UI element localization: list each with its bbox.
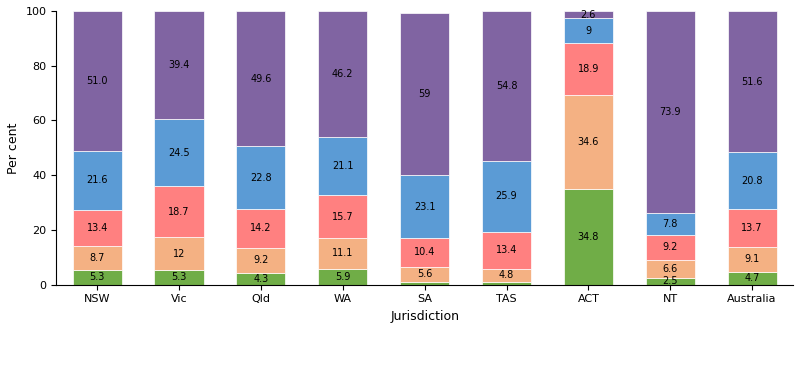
Text: 18.9: 18.9 (578, 64, 599, 74)
Bar (73, 270, 122, 285)
Text: 4.3: 4.3 (254, 274, 269, 284)
X-axis label: Jurisdiction: Jurisdiction (390, 310, 459, 323)
Text: 22.8: 22.8 (250, 173, 272, 182)
Text: 9.1: 9.1 (745, 254, 760, 264)
Text: 7.8: 7.8 (662, 219, 678, 229)
Bar (482, 11, 531, 161)
Text: 5.6: 5.6 (417, 269, 432, 279)
Bar (646, 235, 695, 260)
Bar (73, 150, 122, 210)
Bar (564, 189, 613, 285)
Bar (73, 246, 122, 270)
Bar (236, 273, 286, 285)
Text: 5.3: 5.3 (171, 272, 186, 283)
Text: 51.6: 51.6 (742, 77, 763, 87)
Bar (646, 11, 695, 213)
Text: 54.8: 54.8 (496, 81, 518, 91)
Text: 5.3: 5.3 (90, 272, 105, 283)
Bar (482, 232, 531, 269)
Text: 4.7: 4.7 (745, 273, 760, 283)
Bar (646, 278, 695, 285)
Bar (318, 238, 367, 269)
Text: 10.4: 10.4 (414, 247, 435, 257)
Text: 24.5: 24.5 (168, 147, 190, 158)
Text: 13.4: 13.4 (86, 223, 108, 233)
Bar (727, 272, 777, 285)
Bar (646, 260, 695, 278)
Text: 9.2: 9.2 (662, 242, 678, 252)
Text: 12: 12 (173, 249, 186, 259)
Bar (318, 11, 367, 137)
Bar (482, 161, 531, 232)
Text: 39.4: 39.4 (168, 60, 190, 70)
Bar (564, 11, 613, 18)
Text: 46.2: 46.2 (332, 69, 354, 79)
Text: 73.9: 73.9 (659, 107, 681, 117)
Bar (564, 95, 613, 189)
Bar (154, 270, 203, 285)
Bar (73, 11, 122, 150)
Text: 9: 9 (586, 26, 591, 36)
Bar (727, 153, 777, 210)
Bar (154, 186, 203, 237)
Text: 34.8: 34.8 (578, 232, 599, 242)
Bar (154, 119, 203, 186)
Text: 8.7: 8.7 (90, 253, 105, 263)
Bar (400, 266, 449, 282)
Text: 11.1: 11.1 (332, 248, 354, 258)
Text: 51.0: 51.0 (86, 76, 108, 86)
Text: 5.9: 5.9 (335, 272, 350, 282)
Bar (73, 210, 122, 246)
Text: 13.7: 13.7 (742, 223, 763, 233)
Bar (154, 11, 203, 119)
Text: 2.5: 2.5 (662, 276, 678, 286)
Bar (564, 18, 613, 43)
Text: 2.6: 2.6 (581, 10, 596, 20)
Text: 23.1: 23.1 (414, 201, 435, 212)
Bar (236, 248, 286, 273)
Bar (727, 247, 777, 272)
Text: 9.2: 9.2 (254, 255, 269, 265)
Bar (318, 269, 367, 285)
Bar (400, 14, 449, 175)
Text: 59: 59 (418, 89, 431, 99)
Text: 21.6: 21.6 (86, 175, 108, 185)
Text: 6.6: 6.6 (662, 264, 678, 274)
Text: 25.9: 25.9 (496, 191, 518, 201)
Bar (646, 213, 695, 235)
Text: 4.8: 4.8 (499, 270, 514, 280)
Y-axis label: Per cent: Per cent (7, 122, 20, 173)
Text: 21.1: 21.1 (332, 161, 354, 171)
Bar (318, 137, 367, 195)
Bar (400, 175, 449, 238)
Bar (564, 43, 613, 95)
Text: 18.7: 18.7 (168, 207, 190, 217)
Text: 20.8: 20.8 (742, 176, 763, 186)
Bar (236, 11, 286, 146)
Bar (154, 237, 203, 270)
Text: 49.6: 49.6 (250, 74, 271, 84)
Bar (236, 146, 286, 209)
Bar (400, 238, 449, 266)
Text: 15.7: 15.7 (332, 212, 354, 222)
Bar (318, 195, 367, 238)
Text: 34.6: 34.6 (578, 137, 599, 147)
Bar (400, 282, 449, 285)
Bar (727, 11, 777, 153)
Text: 13.4: 13.4 (496, 245, 517, 255)
Bar (727, 210, 777, 247)
Bar (482, 269, 531, 282)
Bar (482, 282, 531, 285)
Bar (236, 209, 286, 248)
Text: 14.2: 14.2 (250, 223, 272, 233)
